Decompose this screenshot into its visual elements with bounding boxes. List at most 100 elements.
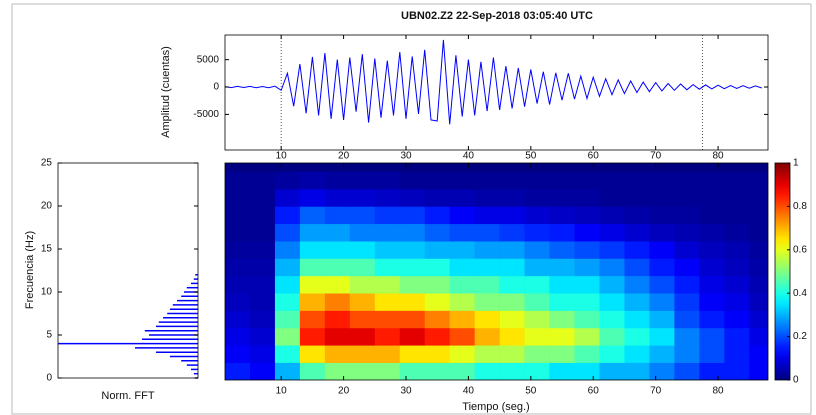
heatmap-cell	[424, 293, 450, 311]
heatmap-cell	[399, 275, 426, 294]
heatmap-cell	[225, 362, 251, 380]
heatmap-cell	[624, 293, 650, 311]
heatmap-cell	[574, 327, 600, 346]
heatmap-cell	[499, 206, 525, 225]
heatmap-cell	[274, 362, 301, 380]
heatmap-cell	[374, 223, 401, 242]
heatmap-cell	[324, 293, 351, 311]
heatmap-cell	[699, 362, 725, 380]
heatmap-cell	[349, 345, 376, 363]
heatmap-cell	[724, 241, 750, 259]
heatmap-cell	[374, 189, 401, 207]
heatmap-cell	[599, 293, 625, 311]
heatmap-cell	[649, 327, 675, 346]
heatmap-cell	[374, 241, 401, 259]
heatmap-cell	[274, 258, 301, 277]
x-tick-label: 10	[276, 151, 288, 162]
heatmap-cell	[225, 258, 251, 277]
heatmap-cell	[424, 206, 450, 225]
heatmap-cell	[374, 293, 401, 311]
heatmap-cell	[599, 206, 625, 225]
heatmap-cell	[524, 345, 550, 363]
heatmap-cell	[274, 189, 301, 207]
colorbar-tick-label: 0.8	[793, 201, 807, 212]
y-tick-label: 10	[41, 287, 53, 298]
heatmap-cell	[524, 206, 550, 225]
heatmap-cell	[749, 171, 768, 190]
heatmap-cell	[499, 189, 525, 207]
heatmap-cell	[474, 275, 500, 294]
heatmap-cell	[724, 171, 750, 190]
heatmap-cell	[699, 275, 725, 294]
x-tick-label: 40	[463, 151, 475, 162]
heatmap-cell	[225, 171, 251, 190]
heatmap-cell	[674, 206, 700, 225]
heatmap-cell	[724, 362, 750, 380]
heatmap-cell	[549, 241, 575, 259]
heatmap-cell	[549, 275, 575, 294]
heatmap-cell	[724, 345, 750, 363]
heatmap-cell	[549, 258, 575, 277]
plot-area	[225, 35, 762, 150]
heatmap-cell	[499, 171, 525, 190]
y-tick-label: 5000	[197, 54, 220, 65]
heatmap-cell	[499, 275, 525, 294]
heatmap-cell	[474, 362, 500, 380]
heatmap-cell	[449, 310, 475, 329]
heatmap-cell	[549, 171, 575, 190]
heatmap-cell	[374, 275, 401, 294]
heatmap-cell	[274, 327, 301, 346]
heatmap-cell	[299, 362, 326, 380]
heatmap-cell	[549, 223, 575, 242]
heatmap-cell	[424, 223, 450, 242]
heatmap-cell	[574, 258, 600, 277]
heatmap-cell	[599, 258, 625, 277]
x-tick-label: 40	[463, 386, 475, 397]
heatmap-cell	[624, 189, 650, 207]
heatmap-cell	[424, 310, 450, 329]
heatmap-cell	[349, 327, 376, 346]
heatmap-cell	[699, 171, 725, 190]
heatmap-cell	[699, 206, 725, 225]
heatmap-cell	[274, 206, 301, 225]
heatmap-cell	[399, 293, 426, 311]
heatmap-cell	[324, 310, 351, 329]
heatmap-cell	[299, 206, 326, 225]
heatmap-cell	[499, 241, 525, 259]
colorbar-tick-label: 0.4	[793, 288, 807, 299]
heatmap-cell	[674, 223, 700, 242]
heatmap-cell	[424, 241, 450, 259]
heatmap-cell	[324, 362, 351, 380]
heatmap-cell	[399, 206, 426, 225]
heatmap-cell	[649, 345, 675, 363]
heatmap-cell	[624, 223, 650, 242]
heatmap-cell	[524, 310, 550, 329]
y-tick-label: -5000	[193, 109, 219, 120]
heatmap-cell	[349, 223, 376, 242]
heatmap-cell	[549, 293, 575, 311]
heatmap-cell	[274, 171, 301, 190]
heatmap-cell	[449, 189, 475, 207]
heatmap-cell	[524, 327, 550, 346]
heatmap-cell	[225, 275, 251, 294]
heatmap-cell	[749, 189, 768, 207]
heatmap-cell	[299, 171, 326, 190]
heatmap-cell	[424, 189, 450, 207]
heatmap-cell	[225, 310, 251, 329]
heatmap-cell	[399, 171, 426, 190]
x-tick-label: 80	[713, 151, 725, 162]
x-tick-label: 30	[400, 386, 412, 397]
heatmap-cell	[724, 327, 750, 346]
heatmap-cell	[524, 171, 550, 190]
heatmap-cell	[225, 293, 251, 311]
heatmap-cell	[674, 362, 700, 380]
heatmap-cell	[574, 345, 600, 363]
heatmap-cell	[424, 327, 450, 346]
heatmap-cell	[399, 345, 426, 363]
heatmap-cell	[499, 327, 525, 346]
heatmap-cell	[499, 362, 525, 380]
heatmap-cell	[574, 241, 600, 259]
heatmap-cell	[549, 189, 575, 207]
heatmap-cell	[399, 258, 426, 277]
heatmap-cell	[474, 241, 500, 259]
